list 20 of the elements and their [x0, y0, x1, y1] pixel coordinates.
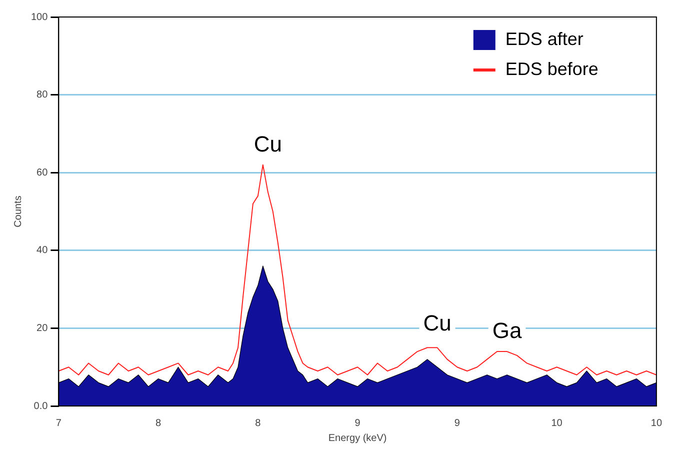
- y-tick-label: 60: [36, 167, 48, 178]
- legend-label: EDS before: [505, 58, 598, 79]
- annotation: Ga: [492, 318, 522, 344]
- x-tick-label: 9: [354, 418, 361, 429]
- legend-label: EDS after: [505, 28, 584, 49]
- x-tick-label: 7: [56, 418, 62, 429]
- annotation: Cu: [423, 310, 452, 336]
- x-tick-label: 10: [551, 418, 563, 429]
- y-tick-label: 80: [36, 90, 48, 101]
- y-tick-label: 40: [36, 245, 48, 256]
- x-axis-title: Energy (keV): [328, 432, 387, 444]
- x-tick-label: 8: [156, 418, 162, 429]
- y-tick-label: 0.0: [34, 400, 48, 412]
- x-tick-label: 9: [454, 418, 460, 429]
- x-tick-label: 10: [650, 418, 662, 429]
- annotation: Cu: [254, 131, 282, 156]
- x-tick-label: 8: [255, 418, 262, 429]
- y-axis-title: Counts: [12, 196, 24, 228]
- y-tick-label: 20: [36, 322, 48, 334]
- y-tick-label: 100: [30, 12, 48, 23]
